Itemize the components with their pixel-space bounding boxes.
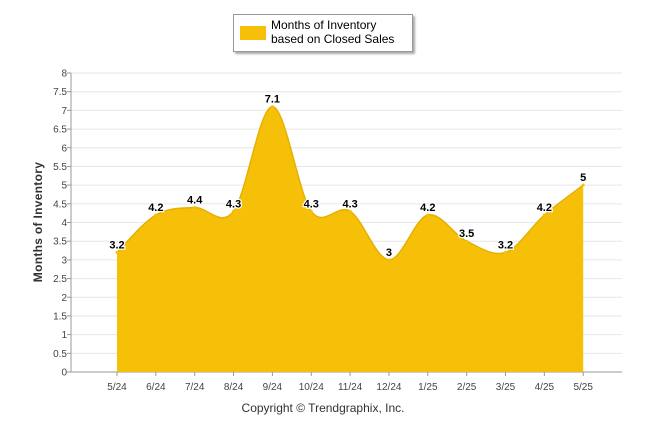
y-tick-label: 7 bbox=[61, 106, 67, 117]
data-label: 4.4 bbox=[187, 195, 203, 207]
x-tick-label: 5/25 bbox=[573, 382, 593, 393]
y-axis-label: Months of Inventory bbox=[31, 161, 45, 283]
series-area-fill bbox=[117, 106, 584, 372]
x-tick-label: 7/24 bbox=[185, 382, 205, 393]
data-label: 3.2 bbox=[109, 239, 124, 251]
y-tick-label: 1 bbox=[61, 330, 67, 341]
legend: Months of Inventory based on Closed Sale… bbox=[233, 14, 413, 52]
y-tick-labels: 0 0.5 1 1.5 2 2.5 3 3.5 4 4.5 5 5.5 6 6.5 7 7.5 8 bbox=[53, 69, 67, 379]
x-tick-labels: 5/24 6/24 7/24 8/24 9/24 10/24 11/24 12/24 1/25 2… bbox=[107, 382, 593, 393]
x-tick-label: 11/24 bbox=[338, 382, 363, 393]
y-tick-label: 7.5 bbox=[53, 87, 67, 98]
data-point bbox=[154, 213, 158, 217]
data-label: 3 bbox=[386, 247, 392, 259]
data-label: 7.1 bbox=[265, 94, 280, 106]
data-label: 4.2 bbox=[148, 202, 163, 214]
legend-label: Months of Inventory based on Closed Sale… bbox=[271, 18, 395, 46]
x-tick-label: 10/24 bbox=[299, 382, 324, 393]
x-tick-label: 5/24 bbox=[107, 382, 127, 393]
y-tick-label: 0 bbox=[61, 368, 67, 379]
y-tick-label: 2.5 bbox=[53, 274, 67, 285]
x-tick-label: 12/24 bbox=[376, 382, 401, 393]
x-tick-label: 4/25 bbox=[535, 382, 555, 393]
data-point bbox=[232, 209, 236, 213]
data-label: 4.3 bbox=[342, 198, 357, 210]
legend-swatch bbox=[240, 26, 266, 40]
x-tick-label: 3/25 bbox=[496, 382, 516, 393]
data-label: 4.3 bbox=[226, 198, 241, 210]
y-tick-label: 2 bbox=[61, 293, 67, 304]
x-tick-label: 2/25 bbox=[457, 382, 477, 393]
data-point bbox=[465, 239, 469, 243]
y-tick-label: 3 bbox=[61, 255, 67, 266]
data-point bbox=[504, 250, 507, 254]
y-tick-label: 5 bbox=[61, 181, 67, 192]
data-label: 4.2 bbox=[420, 202, 435, 214]
data-label: 3.5 bbox=[459, 228, 474, 240]
x-tick-label: 9/24 bbox=[263, 382, 283, 393]
x-tick-label: 6/24 bbox=[146, 382, 166, 393]
data-point bbox=[193, 206, 197, 210]
data-label: 5 bbox=[580, 172, 586, 184]
y-tick-label: 5.5 bbox=[53, 162, 67, 173]
y-tick-label: 6.5 bbox=[53, 125, 67, 136]
series-line bbox=[116, 105, 584, 261]
data-point bbox=[270, 105, 274, 109]
copyright: Copyright © Trendgraphix, Inc. bbox=[241, 401, 405, 415]
data-point bbox=[581, 183, 585, 187]
x-tick-label: 8/24 bbox=[224, 382, 244, 393]
y-tick-label: 4.5 bbox=[53, 199, 67, 210]
data-label: 3.2 bbox=[498, 239, 513, 251]
series-area bbox=[115, 105, 585, 372]
data-label: 4.3 bbox=[304, 198, 319, 210]
data-point bbox=[542, 213, 546, 217]
y-tick-label: 4 bbox=[61, 218, 67, 229]
y-tick-label: 6 bbox=[61, 143, 67, 154]
data-point bbox=[309, 209, 313, 213]
data-point bbox=[115, 250, 119, 254]
x-tick-label: 1/25 bbox=[418, 382, 438, 393]
data-label: 4.2 bbox=[537, 202, 552, 214]
data-labels: 3.2 4.2 4.4 4.3 7.1 4.3 4.3 3 4.2 3.5 3.2 4.2 5 bbox=[108, 92, 587, 260]
data-point bbox=[426, 213, 430, 217]
data-point bbox=[387, 258, 391, 262]
data-point bbox=[348, 209, 352, 213]
y-tick-label: 1.5 bbox=[53, 311, 67, 322]
y-tick-label: 3.5 bbox=[53, 237, 67, 248]
y-tick-label: 8 bbox=[61, 69, 67, 80]
y-tick-label: 0.5 bbox=[53, 349, 67, 360]
